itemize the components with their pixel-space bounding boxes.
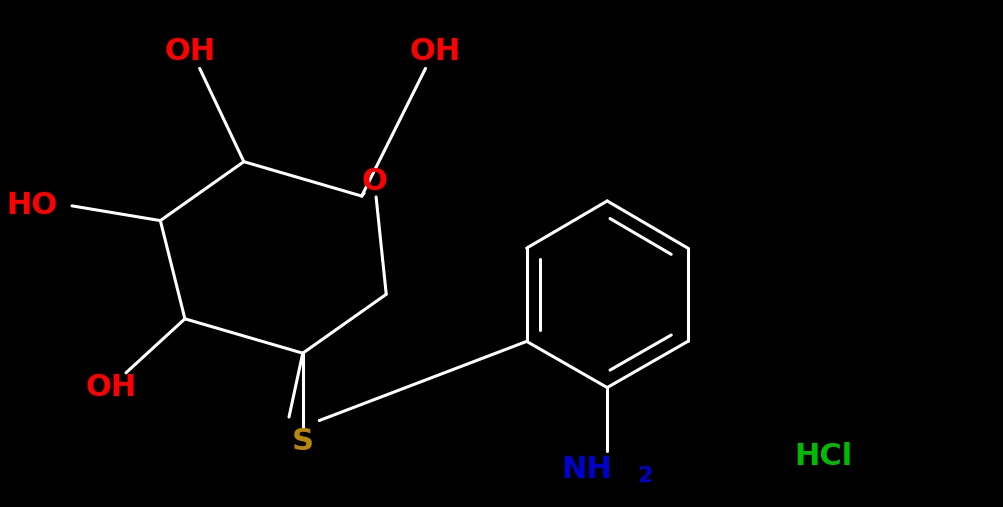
Text: OH: OH [164,37,216,66]
Text: S: S [292,427,314,456]
Text: HCl: HCl [793,442,852,471]
Text: O: O [361,167,387,196]
Text: OH: OH [409,37,460,66]
Text: OH: OH [85,373,136,402]
Text: NH: NH [561,455,612,484]
Text: 2: 2 [636,466,652,486]
Text: HO: HO [6,191,57,221]
